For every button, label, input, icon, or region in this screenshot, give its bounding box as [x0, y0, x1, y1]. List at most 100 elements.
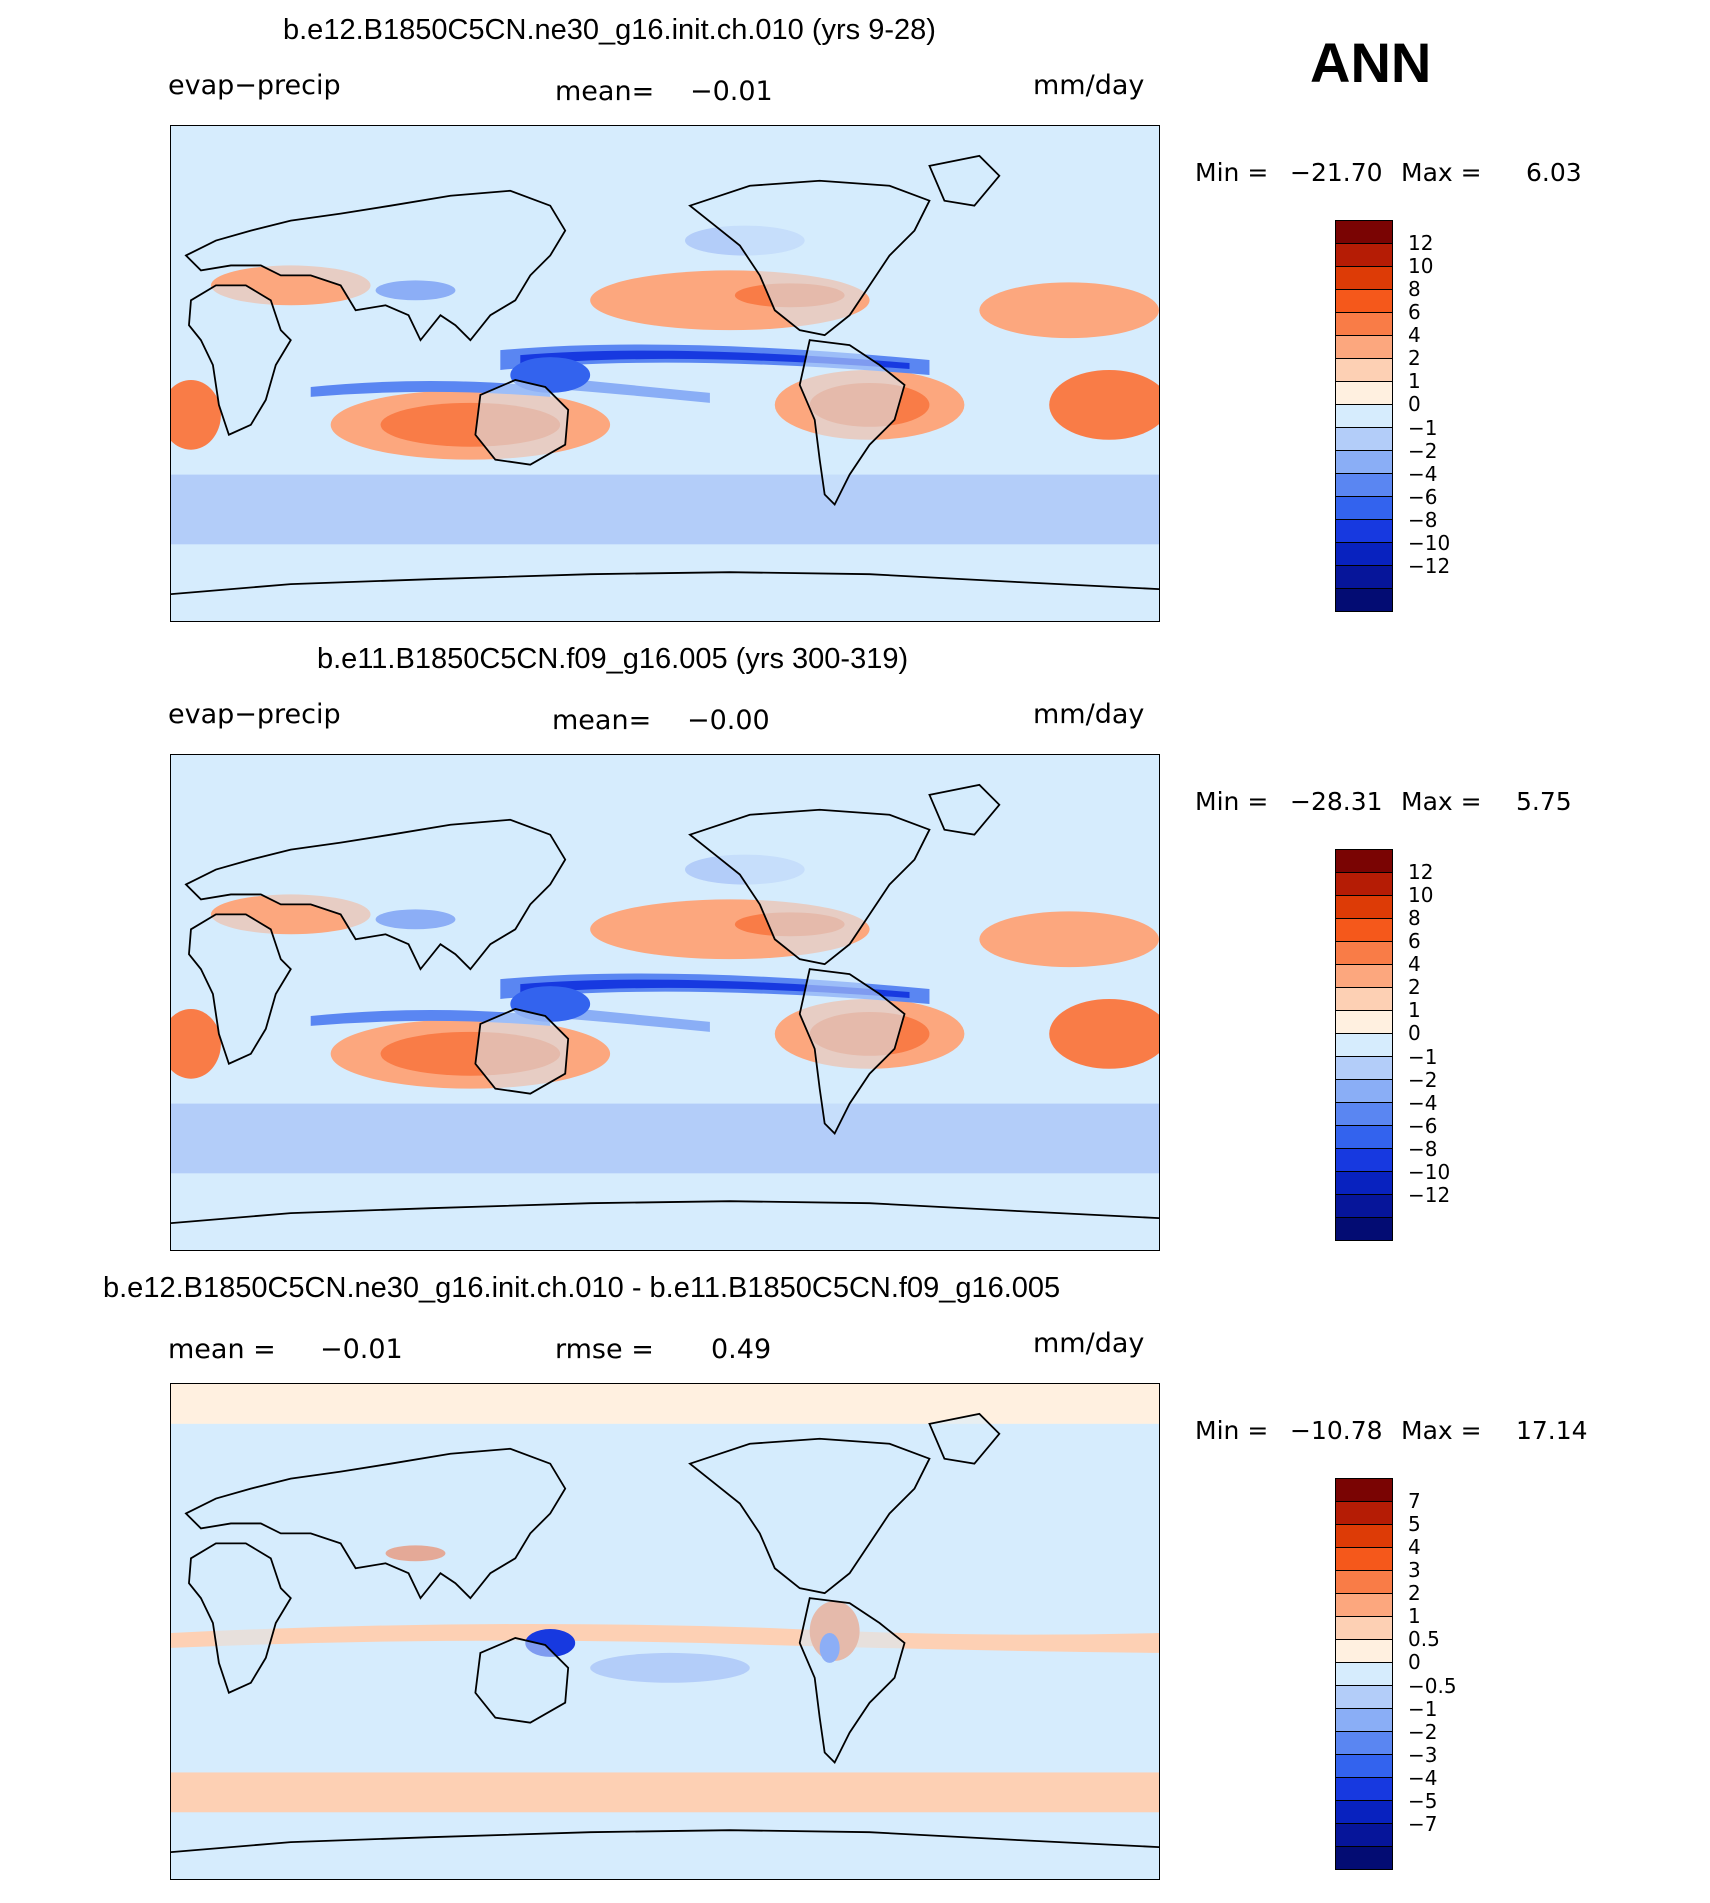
colorbar-tick-label: −6 — [1408, 484, 1438, 509]
colorbar-swatch — [1336, 1778, 1392, 1801]
colorbar-swatch — [1336, 850, 1392, 873]
colorbar-tick-label: −12 — [1408, 1182, 1451, 1207]
panel-3-rmse-label: rmse = — [555, 1334, 654, 1365]
colorbar-tick-label: −3 — [1408, 1742, 1438, 1767]
panel-1-max-label: Max = — [1401, 158, 1482, 187]
panel-3-mean-label: mean = — [168, 1334, 276, 1365]
colorbar-swatch — [1336, 451, 1392, 474]
contour-field — [171, 1384, 1159, 1879]
colorbar-tick-label: 1 — [1408, 998, 1421, 1023]
colorbar-tick-label: 8 — [1408, 277, 1421, 302]
colorbar-swatch — [1336, 474, 1392, 497]
panel-3-colorbar-labels: 7 5 4 3 2 1 0.5 0 −0.5 −1 −2 −3 −4 −5 −7 — [1408, 1478, 1488, 1870]
panel-3-mean-value: −0.01 — [320, 1334, 403, 1365]
panel-3-colorbar — [1335, 1478, 1393, 1870]
colorbar-swatch — [1336, 1103, 1392, 1126]
panel-2-max-label: Max = — [1401, 787, 1482, 816]
colorbar-tick-label: −5 — [1408, 1788, 1438, 1813]
colorbar-swatch — [1336, 1571, 1392, 1594]
colorbar-tick-label: −10 — [1408, 1159, 1451, 1184]
panel-3-title: b.e12.B1850C5CN.ne30_g16.init.ch.010 - b… — [103, 1272, 1061, 1304]
colorbar-swatch — [1336, 405, 1392, 428]
colorbar-swatch — [1336, 336, 1392, 359]
colorbar-tick-label: 10 — [1408, 883, 1434, 908]
colorbar-tick-label: 3 — [1408, 1558, 1421, 1583]
colorbar-tick-label: −2 — [1408, 1719, 1438, 1744]
panel-1-mean-value: −0.01 — [690, 76, 773, 107]
colorbar-swatch — [1336, 1011, 1392, 1034]
colorbar-tick-label: 1 — [1408, 1604, 1421, 1629]
colorbar-tick-label: 0 — [1408, 1021, 1421, 1046]
panel-1-colorbar — [1335, 220, 1393, 612]
colorbar-swatch — [1336, 1525, 1392, 1548]
panel-2-max-value: 5.75 — [1516, 787, 1572, 816]
colorbar-tick-label: 2 — [1408, 346, 1421, 371]
panel-2-units: mm/day — [1033, 699, 1145, 730]
season-label: ANN — [1310, 31, 1432, 94]
colorbar-tick-label: −2 — [1408, 438, 1438, 463]
colorbar-swatch — [1336, 1502, 1392, 1525]
colorbar-tick-label: −0.5 — [1408, 1673, 1457, 1698]
colorbar-swatch — [1336, 1732, 1392, 1755]
colorbar-swatch — [1336, 1034, 1392, 1057]
colorbar-tick-label: 12 — [1408, 860, 1434, 885]
colorbar-tick-label: −4 — [1408, 1765, 1438, 1790]
panel-3-min-label: Min = — [1195, 1416, 1269, 1445]
colorbar-swatch — [1336, 988, 1392, 1011]
panel-2-mean-label: mean= — [552, 705, 652, 736]
colorbar-swatch — [1336, 520, 1392, 543]
panel-1-units: mm/day — [1033, 70, 1145, 101]
colorbar-tick-label: −4 — [1408, 461, 1438, 486]
panel-1-title: b.e12.B1850C5CN.ne30_g16.init.ch.010 (yr… — [283, 14, 936, 46]
colorbar-swatch — [1336, 382, 1392, 405]
colorbar-tick-label: 8 — [1408, 906, 1421, 931]
colorbar-tick-label: 2 — [1408, 975, 1421, 1000]
colorbar-swatch — [1336, 1149, 1392, 1172]
panel-1-colorbar-labels: 12 10 8 6 4 2 1 0 −1 −2 −4 −6 −8 −10 −12 — [1408, 220, 1488, 612]
colorbar-swatch — [1336, 1801, 1392, 1824]
colorbar-tick-label: −4 — [1408, 1090, 1438, 1115]
panel-1-variable-label: evap−precip — [168, 70, 341, 101]
colorbar-swatch — [1336, 1172, 1392, 1195]
colorbar-tick-label: 4 — [1408, 1535, 1421, 1560]
panel-2-title: b.e11.B1850C5CN.f09_g16.005 (yrs 300-319… — [317, 643, 909, 675]
colorbar-swatch — [1336, 359, 1392, 382]
colorbar-tick-label: −1 — [1408, 1696, 1438, 1721]
panel-2-min-value: −28.31 — [1290, 787, 1383, 816]
colorbar-tick-label: 12 — [1408, 231, 1434, 256]
colorbar-swatch — [1336, 1709, 1392, 1732]
colorbar-swatch — [1336, 1594, 1392, 1617]
colorbar-tick-label: −1 — [1408, 415, 1438, 440]
panel-2-min-label: Min = — [1195, 787, 1269, 816]
panel-2-colorbar — [1335, 849, 1393, 1241]
colorbar-swatch — [1336, 1080, 1392, 1103]
colorbar-swatch — [1336, 873, 1392, 896]
colorbar-swatch — [1336, 1847, 1392, 1869]
colorbar-swatch — [1336, 1755, 1392, 1778]
colorbar-swatch — [1336, 1057, 1392, 1080]
colorbar-swatch — [1336, 267, 1392, 290]
colorbar-tick-label: 7 — [1408, 1489, 1421, 1514]
colorbar-swatch — [1336, 221, 1392, 244]
colorbar-tick-label: 2 — [1408, 1581, 1421, 1606]
colorbar-tick-label: −1 — [1408, 1044, 1438, 1069]
colorbar-swatch — [1336, 589, 1392, 611]
colorbar-tick-label: 1 — [1408, 369, 1421, 394]
colorbar-tick-label: −8 — [1408, 1136, 1438, 1161]
panel-3-max-value: 17.14 — [1516, 1416, 1588, 1445]
colorbar-swatch — [1336, 290, 1392, 313]
colorbar-swatch — [1336, 428, 1392, 451]
colorbar-swatch — [1336, 1663, 1392, 1686]
panel-2-colorbar-labels: 12 10 8 6 4 2 1 0 −1 −2 −4 −6 −8 −10 −12 — [1408, 849, 1488, 1241]
colorbar-tick-label: 4 — [1408, 323, 1421, 348]
colorbar-swatch — [1336, 1479, 1392, 1502]
panel-3-rmse-value: 0.49 — [711, 1334, 772, 1365]
panel-1-max-value: 6.03 — [1526, 158, 1582, 187]
panel-3-units: mm/day — [1033, 1328, 1145, 1359]
panel-1-min-value: −21.70 — [1290, 158, 1383, 187]
panel-2-mean-value: −0.00 — [687, 705, 770, 736]
colorbar-tick-label: −2 — [1408, 1067, 1438, 1092]
panel-2-map — [170, 754, 1160, 1251]
panel-1-map — [170, 125, 1160, 622]
colorbar-tick-label: 0 — [1408, 392, 1421, 417]
